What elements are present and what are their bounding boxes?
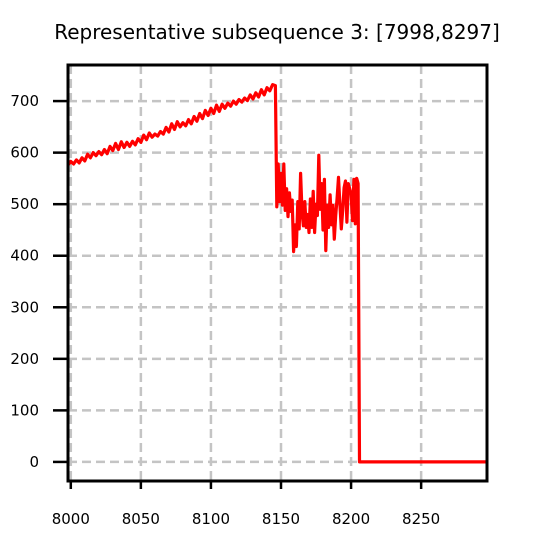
x-tick-label: 8150 <box>262 510 300 528</box>
y-tick-label: 0 <box>29 453 39 471</box>
y-tick-label: 700 <box>10 92 39 110</box>
plot-frame <box>66 63 489 483</box>
x-tick-label: 8000 <box>52 510 90 528</box>
series-layer <box>66 83 487 464</box>
x-tick-label: 8200 <box>332 510 370 528</box>
y-tick-label: 400 <box>10 247 39 265</box>
x-tick-label: 8050 <box>122 510 160 528</box>
y-tick-label: 600 <box>10 144 39 162</box>
y-tick-label: 200 <box>10 350 39 368</box>
chart-title: Representative subsequence 3: [7998,8297… <box>54 20 500 44</box>
ticks: 8000 8050 8100 8150 8200 8250 0 100 200 300 400 500… <box>10 92 440 528</box>
x-tick-label: 8250 <box>402 510 440 528</box>
y-tick-label: 500 <box>10 195 39 213</box>
x-tick-label: 8100 <box>192 510 230 528</box>
series-line <box>66 83 487 464</box>
y-tick-label: 300 <box>10 298 39 316</box>
y-tick-label: 100 <box>10 401 39 419</box>
grid <box>68 65 487 481</box>
